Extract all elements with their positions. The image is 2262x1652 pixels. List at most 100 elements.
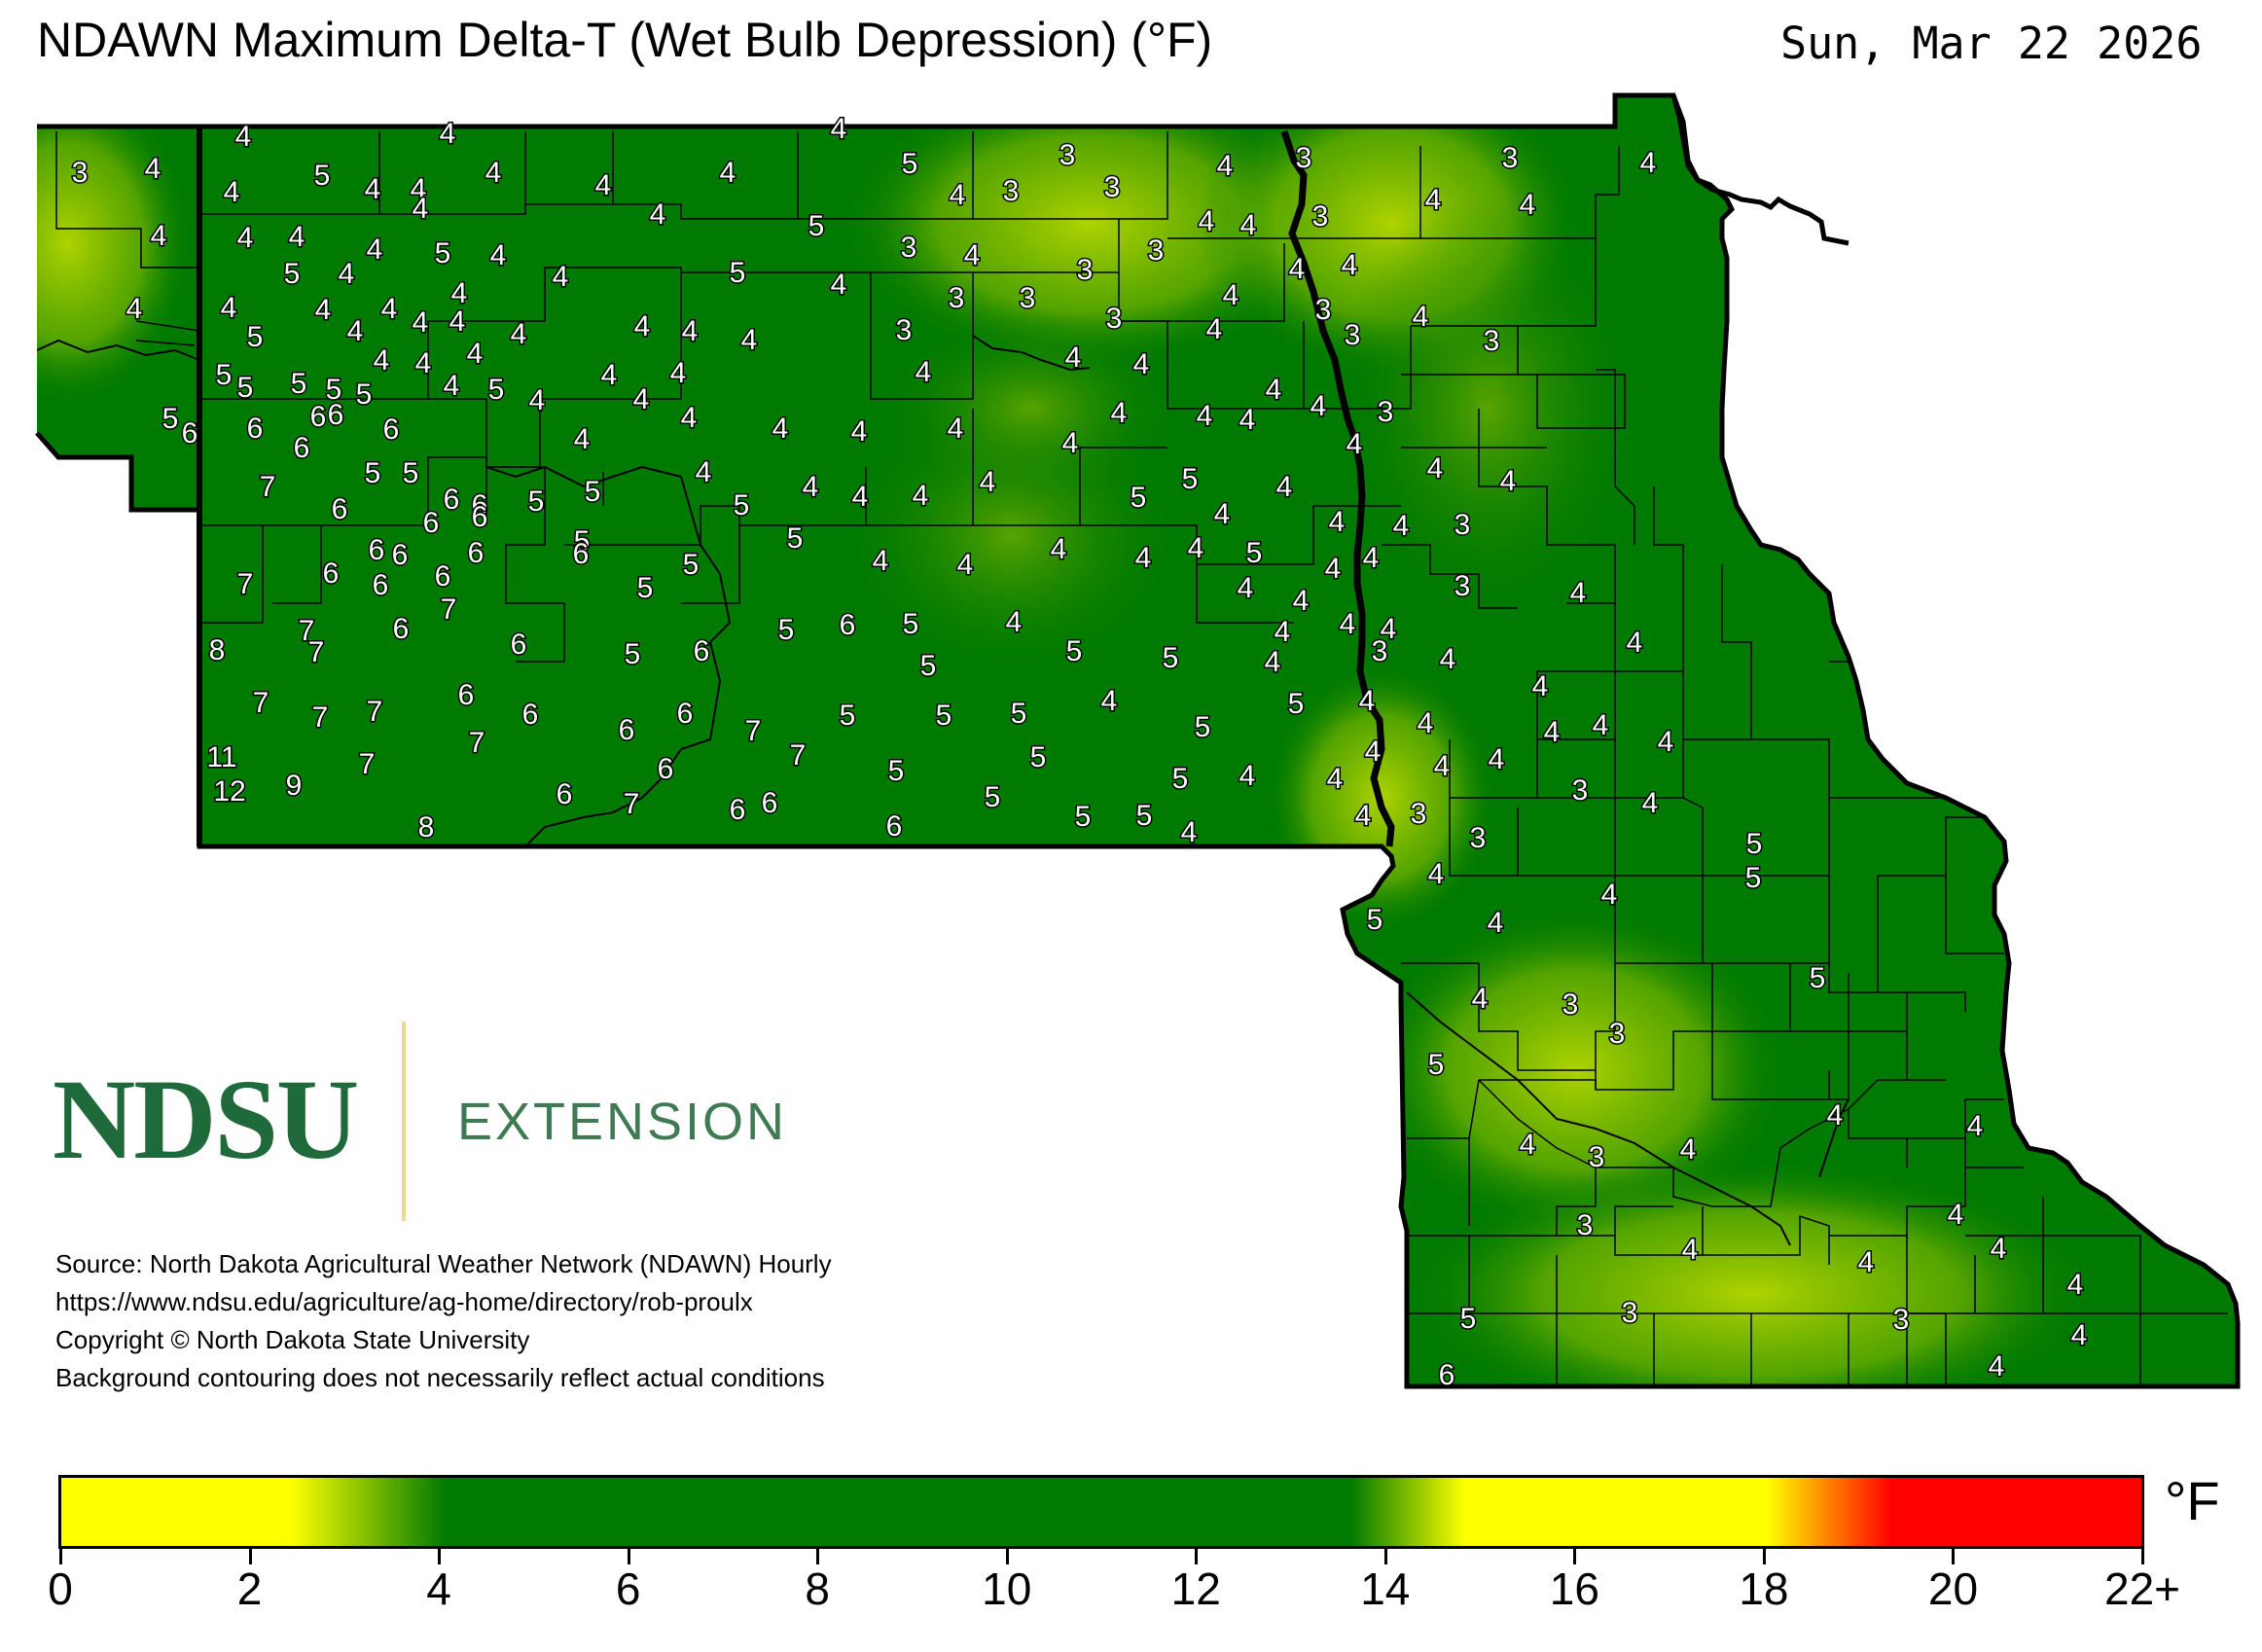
station-value: 4 <box>2071 1319 2088 1351</box>
station-value: 4 <box>1440 643 1456 675</box>
legend-tick <box>1195 1547 1199 1564</box>
station-value: 6 <box>472 501 488 533</box>
station-value: 4 <box>224 176 240 208</box>
station-value: 5 <box>1131 482 1147 514</box>
legend-tick-label: 20 <box>1927 1563 1979 1614</box>
station-value: 4 <box>235 121 252 153</box>
station-value: 4 <box>2067 1269 2084 1301</box>
station-value: 4 <box>1065 341 1082 374</box>
legend-tick-label: 2 <box>236 1563 263 1614</box>
station-value: 4 <box>1206 313 1223 345</box>
station-value: 5 <box>585 476 601 508</box>
northeast-boundary <box>1670 94 1849 246</box>
station-value: 4 <box>574 423 591 455</box>
station-value: 5 <box>1810 962 1826 994</box>
station-value: 3 <box>1470 822 1487 854</box>
station-value: 5 <box>247 321 264 353</box>
station-value: 5 <box>284 258 301 290</box>
station-value: 4 <box>413 193 429 225</box>
station-value: 4 <box>237 222 254 254</box>
legend-unit: °F <box>2165 1470 2220 1531</box>
station-value: 4 <box>1289 253 1306 285</box>
station-value: 6 <box>573 538 590 570</box>
station-value: 5 <box>488 374 505 406</box>
station-value: 4 <box>449 305 466 338</box>
station-value: 4 <box>1428 858 1445 890</box>
station-value: 5 <box>435 237 451 269</box>
station-value: 3 <box>1562 988 1579 1021</box>
station-value: 3 <box>1296 142 1312 174</box>
legend-tick <box>627 1547 630 1564</box>
station-value: 4 <box>957 549 974 581</box>
station-value: 4 <box>1327 763 1344 795</box>
station-value: 5 <box>808 210 825 242</box>
station-value: 5 <box>1066 635 1083 667</box>
station-value: 5 <box>734 489 750 521</box>
station-value: 4 <box>151 220 167 252</box>
station-value: 3 <box>1454 509 1471 541</box>
station-value: 5 <box>683 549 700 581</box>
station-value: 5 <box>1011 698 1027 730</box>
station-value: 4 <box>1101 685 1118 717</box>
station-value: 4 <box>511 318 527 350</box>
station-value: 3 <box>1077 254 1094 286</box>
station-value: 7 <box>299 615 315 647</box>
station-value: 6 <box>247 413 264 445</box>
station-value: 5 <box>902 148 918 180</box>
station-value: 5 <box>216 359 233 391</box>
station-value: 4 <box>1627 627 1643 659</box>
legend-tick-label: 4 <box>426 1563 451 1614</box>
station-value: 4 <box>1413 301 1429 333</box>
station-value: 4 <box>1682 1234 1699 1266</box>
station-value: 6 <box>468 537 485 569</box>
station-value: 4 <box>851 415 868 448</box>
station-value: 4 <box>415 347 432 379</box>
station-value: 4 <box>1948 1199 1964 1231</box>
station-value: 4 <box>1427 452 1444 485</box>
station-value: 7 <box>308 636 325 668</box>
station-value: 4 <box>1276 471 1293 503</box>
legend-tick <box>1762 1547 1766 1564</box>
station-value: 7 <box>745 715 762 747</box>
station-value: 4 <box>365 173 381 205</box>
station-value: 6 <box>458 679 475 711</box>
station-value: 4 <box>1051 533 1067 565</box>
station-value: 4 <box>1223 279 1239 311</box>
station-value: 7 <box>367 696 383 728</box>
map-title: NDAWN Maximum Delta-T (Wet Bulb Depressi… <box>37 13 1213 67</box>
station-value: 3 <box>1378 396 1394 428</box>
station-value: 8 <box>418 811 435 844</box>
station-value: 4 <box>980 466 996 498</box>
legend-tick <box>59 1547 62 1564</box>
station-value: 3 <box>1577 1209 1594 1241</box>
station-value: 6 <box>658 753 674 785</box>
legend-tick <box>1383 1547 1387 1564</box>
legend-tick-label: 16 <box>1549 1563 1599 1614</box>
credit-url[interactable]: https://www.ndsu.edu/agriculture/ag-home… <box>55 1287 753 1316</box>
station-value: 3 <box>1622 1297 1638 1329</box>
station-value: 5 <box>1182 463 1199 495</box>
station-value: 4 <box>221 292 237 324</box>
station-value: 12 <box>213 775 245 808</box>
station-value: 7 <box>359 748 376 780</box>
station-value: 4 <box>1238 572 1254 604</box>
station-value: 5 <box>1288 688 1305 720</box>
station-value: 4 <box>1346 428 1363 460</box>
station-value: 4 <box>367 233 383 266</box>
station-value: 3 <box>1589 1141 1605 1173</box>
station-value: 4 <box>145 153 162 185</box>
station-value: 3 <box>1345 319 1361 351</box>
station-value: 6 <box>393 613 410 645</box>
station-value: 4 <box>1135 542 1152 574</box>
legend-tick-label: 12 <box>1170 1563 1221 1614</box>
station-value: 4 <box>948 413 964 445</box>
station-value: 6 <box>762 787 778 819</box>
station-value: 4 <box>1601 879 1618 911</box>
station-value: 4 <box>126 293 143 325</box>
station-value: 3 <box>1104 171 1121 203</box>
station-value: 3 <box>1372 635 1388 667</box>
station-value: 4 <box>1680 1133 1697 1166</box>
station-value: 4 <box>670 357 687 389</box>
station-value: 5 <box>1030 741 1047 773</box>
station-value: 5 <box>1746 828 1763 860</box>
